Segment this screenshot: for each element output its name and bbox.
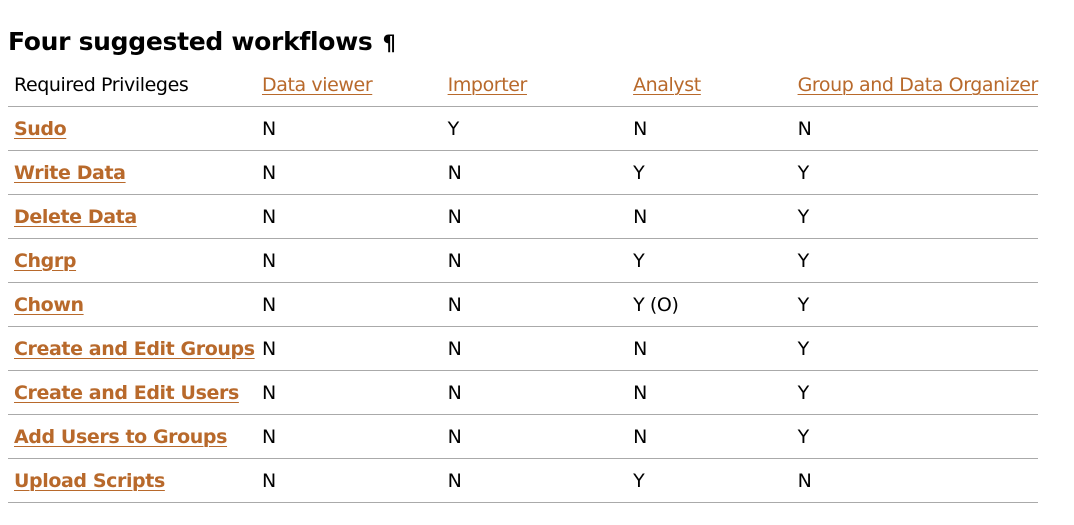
privilege-cell: Chown <box>8 282 256 327</box>
privilege-value-cell: N <box>627 194 792 239</box>
privilege-value-cell: N <box>441 458 628 503</box>
privilege-value-cell: N <box>255 194 442 239</box>
data-viewer-link[interactable]: Data viewer <box>261 74 373 96</box>
privilege-link-create-and-edit-users[interactable]: Create and Edit Users <box>14 381 239 404</box>
privilege-value-cell: N <box>255 458 442 503</box>
column-header-importer: Importer <box>441 64 628 107</box>
privilege-value-cell: N <box>791 458 1038 503</box>
privilege-link-delete-data[interactable]: Delete Data <box>14 205 137 228</box>
privilege-value-cell: Y (O) <box>627 282 792 327</box>
privilege-link-upload-scripts[interactable]: Upload Scripts <box>14 469 165 492</box>
table-row: Chgrp N N Y Y <box>8 238 1038 283</box>
privilege-value-cell: N <box>255 370 442 415</box>
privilege-value-cell: N <box>441 414 628 459</box>
privilege-value-cell: Y <box>791 194 1038 239</box>
column-header-group-and-data-organizer: Group and Data Organizer <box>791 64 1039 107</box>
privilege-cell: Write Data <box>8 150 256 195</box>
privilege-cell: Add Users to Groups <box>8 414 256 459</box>
privilege-value-cell: N <box>255 238 442 283</box>
privilege-value-cell: Y <box>791 370 1038 415</box>
table-row: Create and Edit Users N N N Y <box>8 370 1038 415</box>
permalink-pilcrow-link[interactable]: ¶ <box>382 31 396 55</box>
column-header-data-viewer: Data viewer <box>255 64 442 107</box>
privilege-value-cell: N <box>441 238 628 283</box>
privilege-value-cell: N <box>627 414 792 459</box>
column-header-required-privileges: Required Privileges <box>8 64 256 107</box>
privilege-value-cell: N <box>627 370 792 415</box>
privilege-value-cell: N <box>791 106 1038 151</box>
privilege-link-write-data[interactable]: Write Data <box>14 161 126 184</box>
privilege-value-cell: N <box>627 106 792 151</box>
privilege-value-cell: Y <box>791 238 1038 283</box>
privilege-cell: Chgrp <box>8 238 256 283</box>
privilege-value-cell: N <box>441 282 628 327</box>
table-row: Delete Data N N N Y <box>8 194 1038 239</box>
privilege-value-cell: N <box>255 282 442 327</box>
group-and-data-organizer-link[interactable]: Group and Data Organizer <box>797 74 1039 96</box>
privilege-value-cell: Y <box>441 106 628 151</box>
privilege-link-create-and-edit-groups[interactable]: Create and Edit Groups <box>14 337 255 360</box>
privilege-link-add-users-to-groups[interactable]: Add Users to Groups <box>14 425 228 448</box>
table-row: Create and Edit Groups N N N Y <box>8 326 1038 371</box>
privilege-value-cell: Y <box>791 414 1038 459</box>
privilege-value-cell: Y <box>627 238 792 283</box>
privileges-table: Required Privileges Data viewer Importer… <box>8 64 1038 503</box>
privilege-cell: Sudo <box>8 106 256 151</box>
importer-link[interactable]: Importer <box>447 74 528 96</box>
privilege-link-sudo[interactable]: Sudo <box>14 117 67 140</box>
privilege-value-cell: Y <box>791 150 1038 195</box>
privilege-value-cell: N <box>441 370 628 415</box>
privilege-value-cell: Y <box>627 458 792 503</box>
privilege-value-cell: Y <box>791 282 1038 327</box>
privilege-link-chgrp[interactable]: Chgrp <box>14 249 77 272</box>
privilege-value-cell: N <box>255 414 442 459</box>
table-row: Chown N N Y (O) Y <box>8 282 1038 327</box>
privilege-value-cell: N <box>441 150 628 195</box>
table-row: Add Users to Groups N N N Y <box>8 414 1038 459</box>
privilege-value-cell: N <box>441 194 628 239</box>
table-body: Sudo N Y N N Write Data N N Y Y Delete Data N N N Y Chg… <box>8 106 1038 503</box>
table-header-row: Required Privileges Data viewer Importer… <box>8 64 1038 107</box>
privilege-value-cell: N <box>255 150 442 195</box>
table-row: Upload Scripts N N Y N <box>8 458 1038 503</box>
column-header-analyst: Analyst <box>627 64 792 107</box>
section-title: Four suggested workflows <box>8 27 373 56</box>
privilege-value-cell: Y <box>627 150 792 195</box>
privilege-value-cell: N <box>255 326 442 371</box>
privilege-link-chown[interactable]: Chown <box>14 293 84 316</box>
table-row: Write Data N N Y Y <box>8 150 1038 195</box>
analyst-link[interactable]: Analyst <box>633 74 701 96</box>
privilege-cell: Create and Edit Users <box>8 370 256 415</box>
privilege-value-cell: Y <box>791 326 1038 371</box>
privilege-value-cell: N <box>627 326 792 371</box>
section-heading: Four suggested workflows ¶ <box>8 22 396 63</box>
privilege-cell: Delete Data <box>8 194 256 239</box>
table-row: Sudo N Y N N <box>8 106 1038 151</box>
privilege-cell: Create and Edit Groups <box>8 326 256 371</box>
privilege-value-cell: N <box>441 326 628 371</box>
privilege-value-cell: N <box>255 106 442 151</box>
privilege-cell: Upload Scripts <box>8 458 256 503</box>
